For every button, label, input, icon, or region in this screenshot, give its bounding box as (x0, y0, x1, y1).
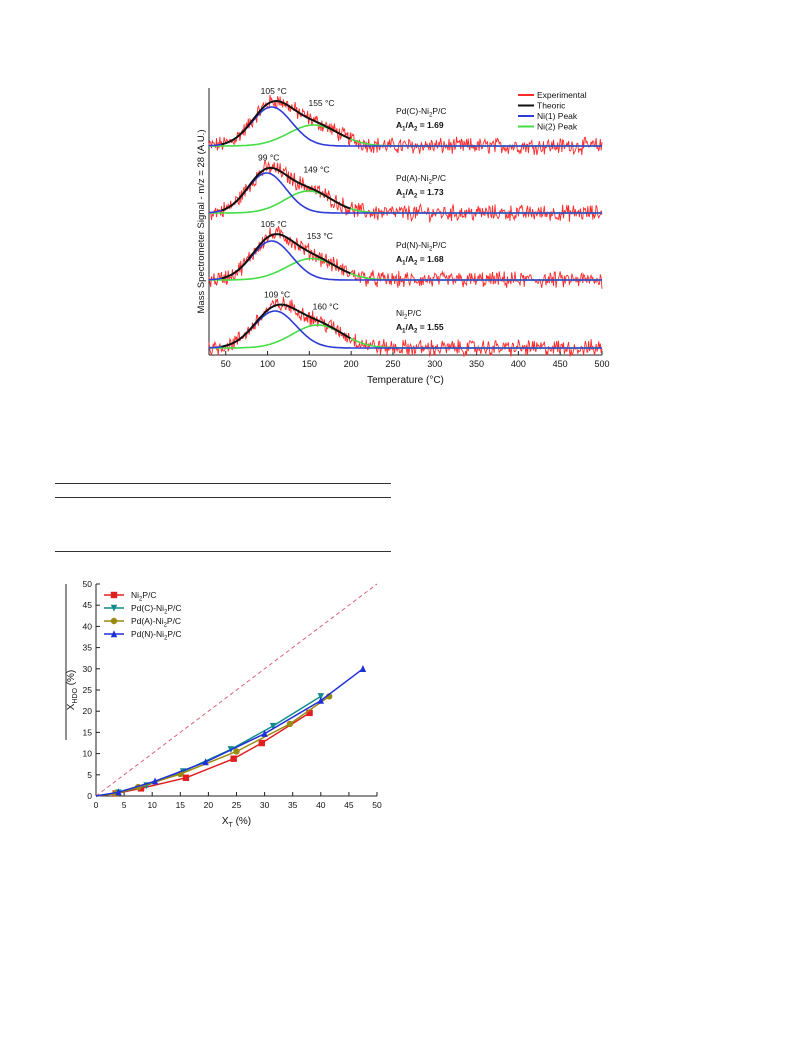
experimental-trace (208, 226, 603, 289)
tpd-legend-label: Experimental (537, 90, 587, 100)
tpd-x-tick-label: 200 (344, 359, 359, 369)
tpd-panel: 105 °C 153 °C Pd(N)-Ni2P/CA1/A2 = 1.68 (208, 219, 603, 289)
area-ratio: A1/A2 = 1.73 (396, 187, 444, 200)
tpd-x-tick-label: 450 (553, 359, 568, 369)
tpd-x-tick-label: 150 (302, 359, 317, 369)
area-ratio: A1/A2 = 1.55 (396, 322, 444, 335)
peak1-label: 105 °C (261, 219, 287, 229)
peak2-label: 153 °C (307, 231, 333, 241)
ni1-peak-line (208, 240, 602, 281)
tpd-plot: 50 100 150 200 250 300 350 400 450 500 Temperature… (196, 86, 610, 386)
area-ratio: A1/A2 = 1.68 (396, 254, 444, 267)
sample-name: Ni2P/C (396, 308, 422, 321)
tpd-x-tick-label: 250 (385, 359, 400, 369)
sample-name: Pd(A)-Ni2P/C (396, 173, 446, 186)
tpd-y-axis-label: Mass Spectrometer Signal - m/z = 28 (A.U… (196, 130, 207, 314)
tpd-legend-label: Ni(2) Peak (537, 122, 578, 132)
theoric-line (221, 233, 351, 280)
tpd-legend-label: Ni(1) Peak (537, 111, 578, 121)
tpd-panel: 105 °C 155 °C Pd(C)-Ni2P/CA1/A2 = 1.69 (208, 86, 603, 156)
tpd-x-tick-label: 300 (427, 359, 442, 369)
experimental-trace (208, 160, 603, 223)
peak2-label: 155 °C (308, 98, 334, 108)
theoric-line (221, 99, 351, 146)
tpd-panel: 109 °C 160 °C Ni2P/CA1/A2 = 1.55 (208, 290, 603, 358)
tpd-x-tick-label: 50 (221, 359, 231, 369)
peak1-label: 105 °C (261, 86, 287, 96)
tpd-panel: 99 °C 149 °C Pd(A)-Ni2P/CA1/A2 = 1.73 (208, 153, 603, 223)
tpd-x-tick-label: 400 (511, 359, 526, 369)
theoric-line (221, 166, 351, 212)
tpd-x-tick-label: 500 (594, 359, 609, 369)
area-ratio: A1/A2 = 1.69 (396, 120, 444, 133)
ni1-peak-line (208, 106, 602, 147)
table-bottom-rule (55, 551, 391, 552)
tpd-x-axis-label: Temperature (°C) (367, 375, 444, 386)
ni1-peak-line (209, 310, 602, 349)
peak2-label: 149 °C (303, 165, 329, 175)
table-top-rule (55, 483, 391, 484)
tpd-legend-label: Theoric (537, 101, 566, 111)
ni1-peak-line (208, 172, 602, 214)
sample-name: Pd(N)-Ni2P/C (396, 240, 447, 253)
peak1-label: 109 °C (264, 290, 290, 300)
tpd-x-tick-label: 350 (469, 359, 484, 369)
theoric-line (221, 303, 351, 348)
tpd-x-tick-label: 100 (260, 359, 275, 369)
sample-name: Pd(C)-Ni2P/C (396, 106, 447, 119)
experimental-trace (208, 94, 603, 156)
peak2-label: 160 °C (313, 302, 339, 312)
peak1-label: 99 °C (258, 153, 279, 163)
table-header-rule (55, 497, 391, 498)
